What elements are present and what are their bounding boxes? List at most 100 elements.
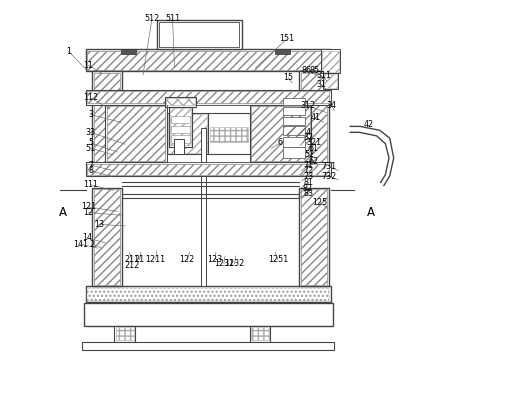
Text: 311: 311 [316, 71, 331, 80]
Text: 1231: 1231 [214, 260, 234, 268]
Text: 121: 121 [81, 203, 96, 211]
Text: 14: 14 [82, 233, 92, 242]
Text: 1232: 1232 [225, 260, 245, 268]
Bar [116, 327, 134, 340]
Text: 62: 62 [308, 157, 318, 166]
Bar [115, 326, 135, 342]
Text: 731: 731 [322, 162, 337, 171]
Text: 61: 61 [309, 145, 318, 153]
Text: 512: 512 [144, 15, 160, 23]
Bar [283, 117, 305, 125]
Bar [92, 71, 122, 174]
Text: 41: 41 [311, 113, 321, 122]
Text: 21: 21 [135, 256, 145, 264]
Bar [165, 97, 196, 107]
Text: 33: 33 [86, 128, 96, 137]
Bar [210, 127, 247, 142]
Text: 123: 123 [207, 256, 223, 264]
Bar [283, 137, 305, 147]
Bar [301, 73, 327, 172]
Bar [86, 49, 331, 71]
Text: 86: 86 [302, 66, 312, 75]
Text: 125: 125 [312, 198, 328, 207]
Bar [86, 286, 331, 302]
Text: 511: 511 [165, 15, 180, 23]
Bar [249, 105, 311, 162]
Text: 5: 5 [88, 139, 93, 147]
Bar [157, 20, 242, 49]
Text: 52: 52 [305, 150, 315, 159]
Text: 111: 111 [83, 181, 98, 189]
Text: 312: 312 [301, 102, 315, 110]
Text: 51: 51 [86, 144, 96, 152]
Text: 6: 6 [278, 139, 283, 147]
Bar [106, 106, 165, 161]
Bar [283, 98, 305, 105]
Text: 112: 112 [83, 94, 98, 102]
Text: 1211: 1211 [146, 256, 166, 264]
Bar [87, 164, 330, 175]
Bar [283, 147, 305, 158]
Text: 32: 32 [303, 133, 313, 142]
Bar [208, 113, 249, 154]
Text: 7: 7 [88, 161, 93, 169]
Bar [94, 73, 120, 172]
Text: 732: 732 [322, 173, 337, 181]
Bar [249, 326, 270, 342]
Bar [86, 162, 331, 176]
Bar [299, 188, 329, 286]
Text: 11: 11 [83, 61, 93, 70]
Bar [299, 71, 329, 174]
Bar [174, 139, 184, 154]
Bar [170, 108, 191, 145]
Text: 31: 31 [316, 81, 327, 89]
Text: 2: 2 [90, 240, 95, 248]
Text: 83: 83 [303, 189, 313, 198]
Text: 81: 81 [303, 178, 313, 187]
Text: 122: 122 [179, 256, 195, 264]
Bar [251, 106, 310, 161]
Text: 82: 82 [303, 184, 313, 192]
Bar [283, 126, 305, 135]
Bar [105, 105, 167, 162]
Bar [251, 327, 269, 340]
Bar [167, 113, 208, 154]
Bar [84, 303, 333, 326]
Bar [201, 128, 206, 162]
Text: 13: 13 [94, 220, 103, 229]
Text: 34: 34 [327, 102, 337, 110]
Bar [166, 98, 195, 105]
Bar [87, 288, 330, 301]
Text: 1251: 1251 [268, 256, 288, 264]
Text: 211: 211 [124, 256, 139, 264]
Bar [168, 107, 192, 147]
Bar [301, 189, 327, 285]
Text: A: A [367, 206, 375, 219]
Bar [275, 49, 290, 54]
Bar [168, 114, 207, 153]
Bar [94, 189, 120, 285]
Text: 72: 72 [303, 166, 313, 175]
Bar [171, 116, 190, 123]
Bar [324, 74, 337, 88]
Text: 12: 12 [83, 208, 93, 217]
Bar [87, 91, 330, 103]
Text: 4: 4 [306, 128, 310, 137]
Text: 8: 8 [88, 166, 93, 175]
Bar [322, 51, 339, 72]
Bar [171, 126, 190, 133]
Text: A: A [59, 206, 67, 219]
Bar [159, 22, 239, 47]
Text: 73: 73 [303, 172, 313, 181]
Text: 85: 85 [310, 66, 320, 75]
Text: 71: 71 [303, 161, 313, 169]
Text: 3: 3 [88, 110, 93, 119]
Text: 42: 42 [364, 120, 374, 129]
Text: 321: 321 [306, 139, 321, 147]
Bar [92, 188, 122, 286]
Text: 212: 212 [124, 261, 139, 270]
Text: 15: 15 [283, 73, 294, 82]
Bar [87, 51, 329, 70]
Text: 151: 151 [279, 34, 295, 43]
Text: 141: 141 [73, 240, 88, 248]
